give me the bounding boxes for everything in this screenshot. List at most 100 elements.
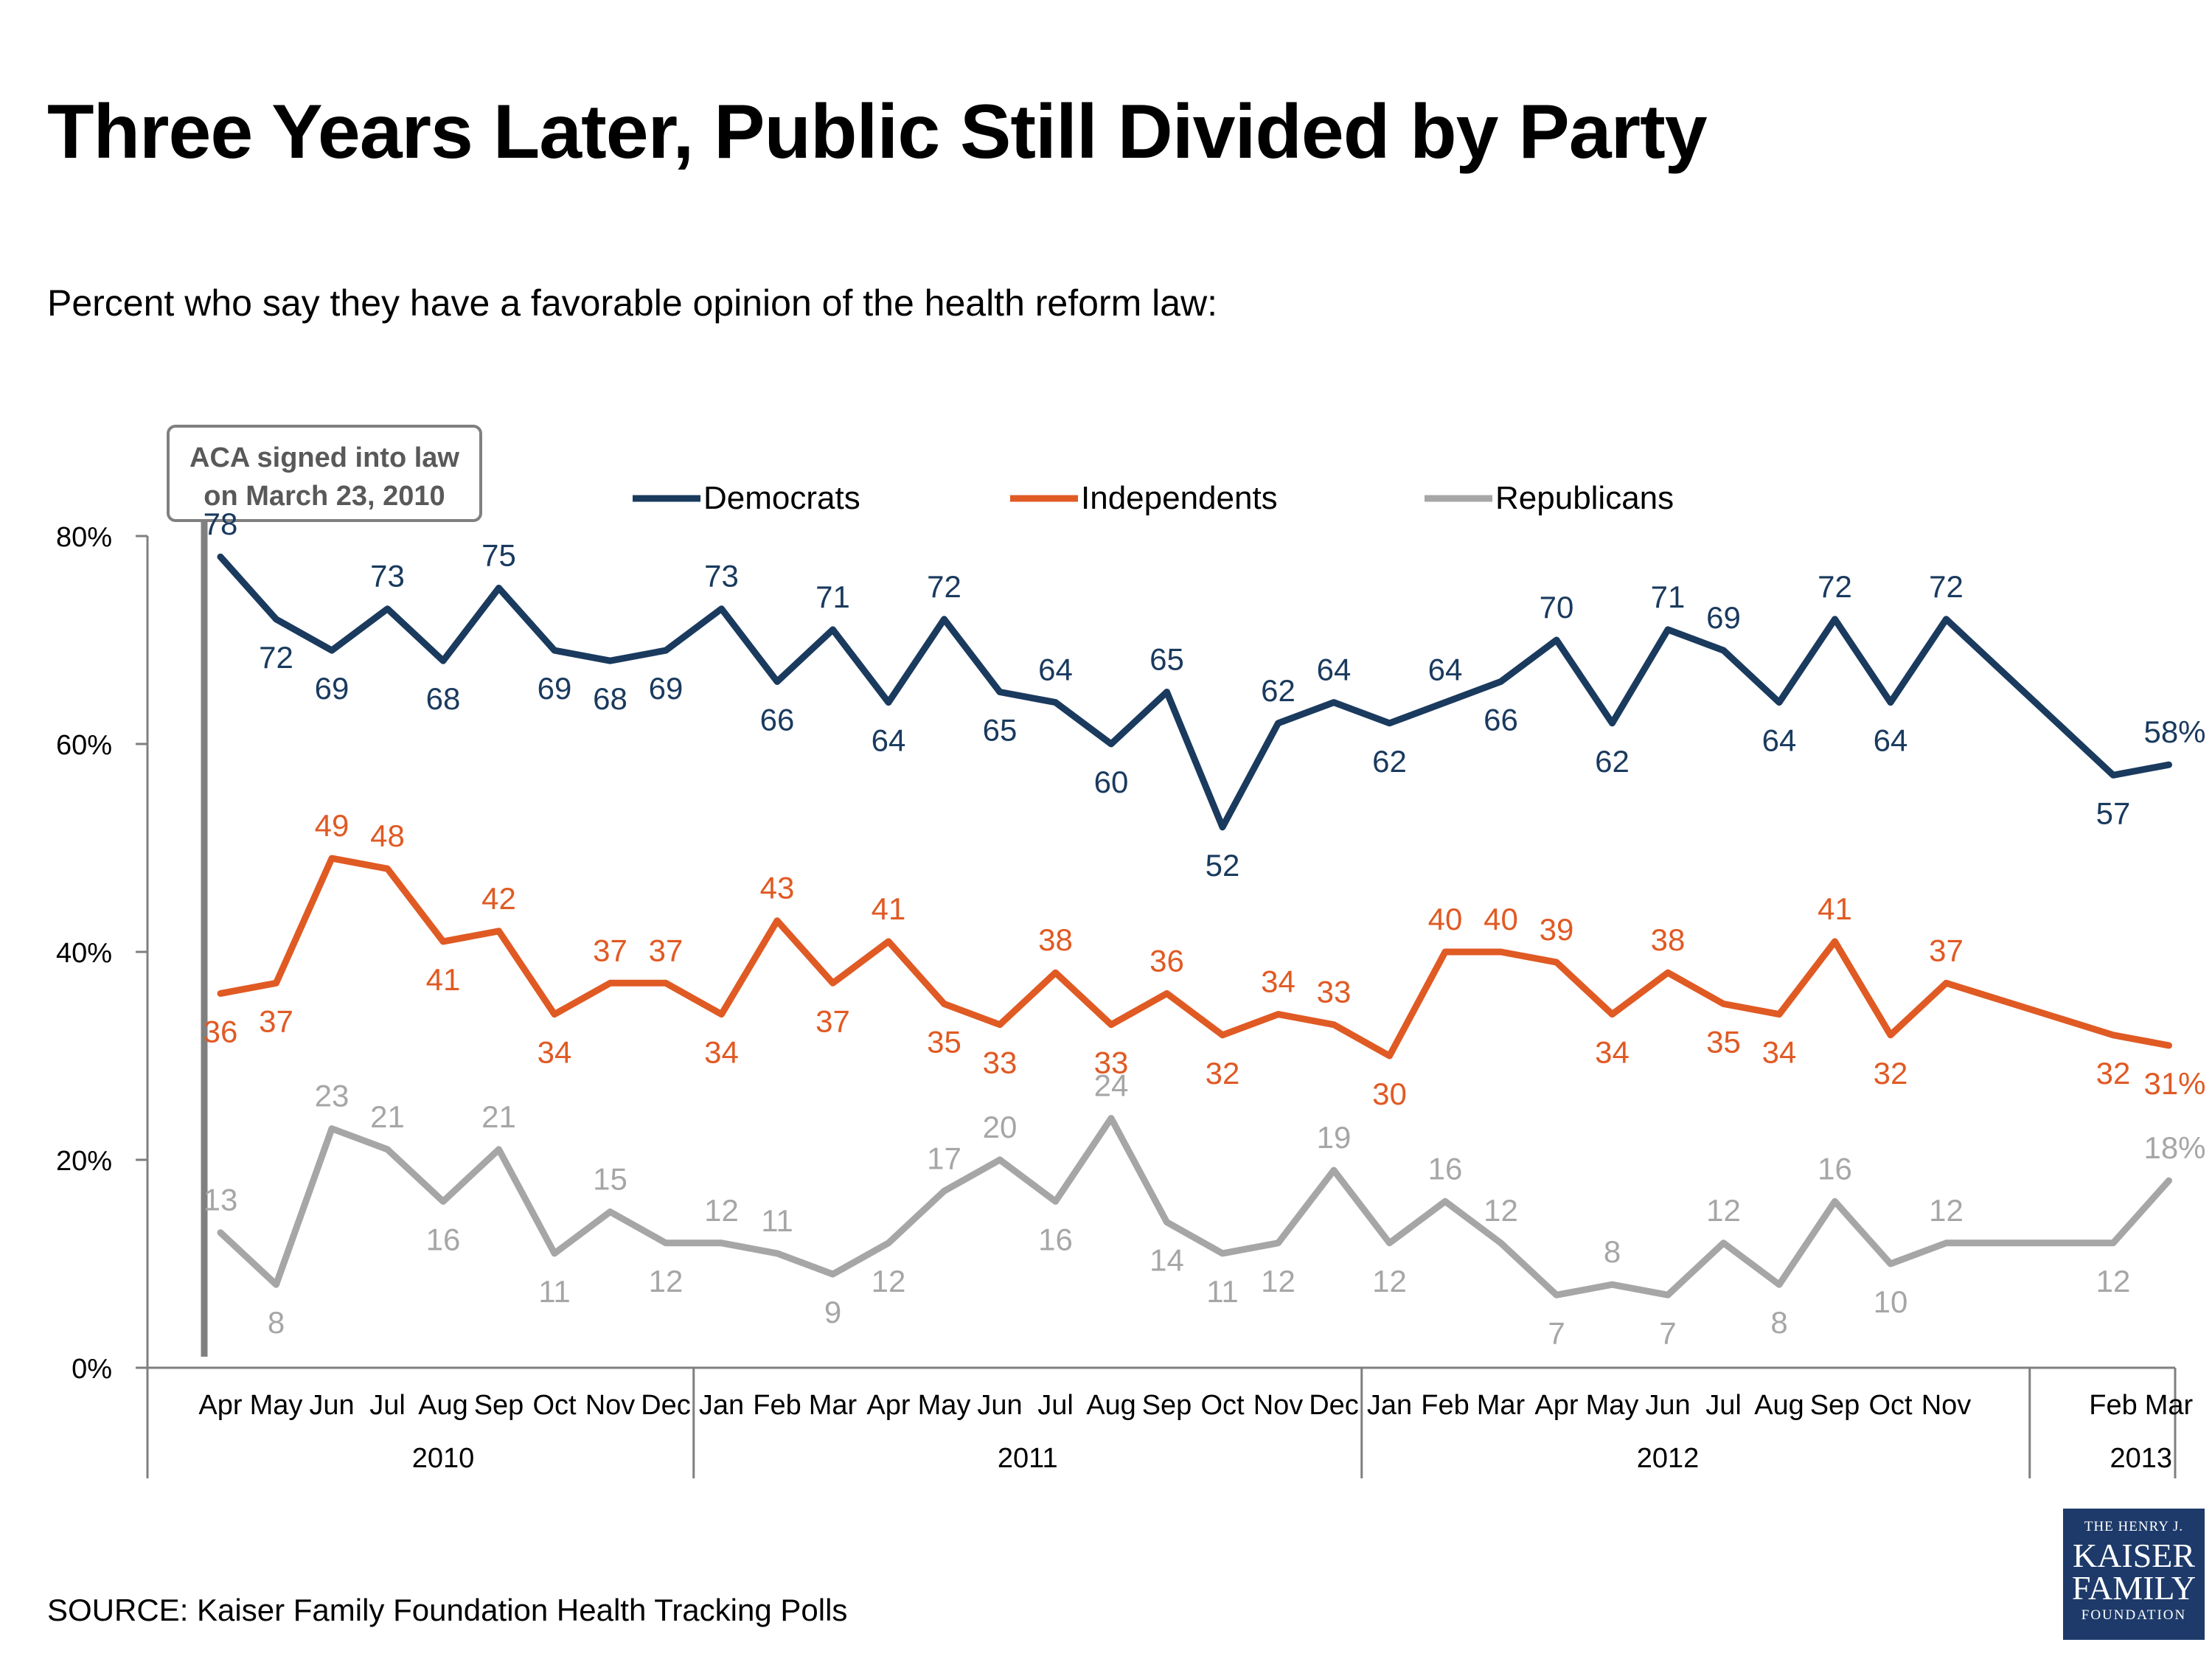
legend-label: Independents [1081,480,1278,516]
x-tick-label: Nov [585,1390,636,1421]
data-label: 64 [872,723,906,758]
x-tick-label: Jun [309,1390,354,1421]
legend: Democrats Independents Republicans [633,480,1674,516]
x-tick-label: Mar [1477,1390,1526,1421]
data-label: 52 [1206,848,1240,883]
x-tick-label: Jan [699,1390,744,1421]
data-label: 34 [1762,1035,1797,1070]
data-label: 37 [1929,933,1964,967]
y-tick-label: 20% [56,1146,112,1177]
year-label: 2010 [412,1443,475,1474]
x-tick-label: Jul [369,1390,406,1421]
data-label: 32 [1206,1056,1240,1091]
year-label: 2011 [998,1443,1058,1474]
data-label: 15 [593,1162,627,1197]
data-label: 16 [1038,1222,1073,1256]
data-label: 71 [815,580,850,614]
data-label: 16 [1818,1151,1852,1186]
data-label: 12 [1372,1264,1407,1298]
data-label: 35 [1706,1025,1741,1060]
data-label: 62 [1372,744,1407,779]
data-label: 16 [1428,1151,1463,1186]
data-label: 37 [593,933,627,967]
x-tick-label: Oct [532,1390,577,1421]
kff-logo: THE HENRY J. KAISER FAMILY FOUNDATION [2063,1509,2205,1640]
data-label: 34 [538,1035,572,1070]
data-label: 33 [983,1046,1018,1080]
data-label: 32 [2096,1056,2131,1091]
data-label: 7 [1659,1315,1676,1350]
data-label: 42 [481,881,516,916]
aca-annotation-box [167,425,482,522]
year-label: 2012 [1637,1443,1700,1474]
x-tick-label: Dec [641,1390,691,1421]
x-tick-label: Aug [1754,1390,1804,1421]
data-label: 36 [1150,943,1184,978]
data-label: 60 [1094,765,1129,799]
data-label: 64 [1428,653,1463,687]
data-label: 24 [1094,1068,1129,1103]
data-label: 30 [1372,1077,1407,1111]
data-label: 66 [760,702,795,737]
data-label: 64 [1874,723,1908,758]
x-tick-label: Mar [809,1390,858,1421]
data-label: 68 [426,681,461,716]
data-label: 31% [2143,1066,2205,1101]
y-tick-label: 40% [56,938,112,969]
x-tick-label: Jul [1705,1390,1742,1421]
data-label: 69 [1706,600,1741,635]
x-tick-label: Oct [1868,1390,1913,1421]
data-label: 39 [1540,912,1574,947]
x-tick-label: May [918,1390,971,1421]
x-tick-label: Jul [1037,1390,1074,1421]
data-label: 64 [1317,653,1352,687]
data-label: 21 [481,1099,516,1134]
data-label: 34 [704,1035,739,1070]
data-label: 18% [2143,1130,2205,1165]
data-label: 49 [315,808,349,843]
data-label: 12 [1484,1193,1518,1228]
x-tick-label: Aug [418,1390,468,1421]
series-line-independents [217,855,2172,1060]
data-label: 62 [1261,673,1295,708]
data-label: 34 [1261,964,1295,999]
data-label: 48 [370,818,405,853]
data-label: 9 [824,1295,841,1329]
data-label: 33 [1317,975,1352,1009]
data-label: 78 [204,507,238,541]
data-label: 7 [1548,1315,1565,1350]
data-label: 19 [1317,1120,1352,1155]
data-label: 73 [370,559,405,594]
data-label: 43 [760,871,795,905]
x-tick-label: May [1586,1390,1639,1421]
data-label: 72 [1818,569,1852,604]
data-label: 37 [649,933,684,967]
data-label: 68 [593,681,627,716]
data-label: 38 [1038,922,1073,957]
series-line-republicans [217,1115,2172,1298]
data-label: 69 [538,671,572,706]
chart-title: Three Years Later, Public Still Divided … [47,89,1708,175]
year-label: 2013 [2110,1443,2172,1474]
x-tick-label: Feb [753,1390,801,1421]
data-label: 58% [2143,714,2205,749]
data-label: 11 [761,1203,793,1238]
x-tick-label: Oct [1200,1390,1245,1421]
data-label: 33 [1094,1046,1129,1080]
data-label: 35 [927,1025,961,1060]
aca-annotation-line-1: ACA signed into law [189,442,459,473]
x-tick-label: Apr [1534,1390,1578,1421]
y-tick-label: 0% [72,1354,112,1385]
series-line-democrats [217,553,2172,831]
data-label: 12 [872,1264,906,1298]
data-label: 12 [1261,1264,1295,1298]
data-label: 69 [649,671,684,706]
data-label: 64 [1038,653,1073,687]
data-label: 75 [481,538,516,573]
data-label: 17 [927,1141,961,1175]
x-tick-label: Nov [1253,1390,1304,1421]
data-label: 37 [259,1004,293,1038]
data-label: 64 [1762,723,1797,758]
data-label: 62 [1595,744,1630,779]
data-label: 16 [426,1222,461,1256]
